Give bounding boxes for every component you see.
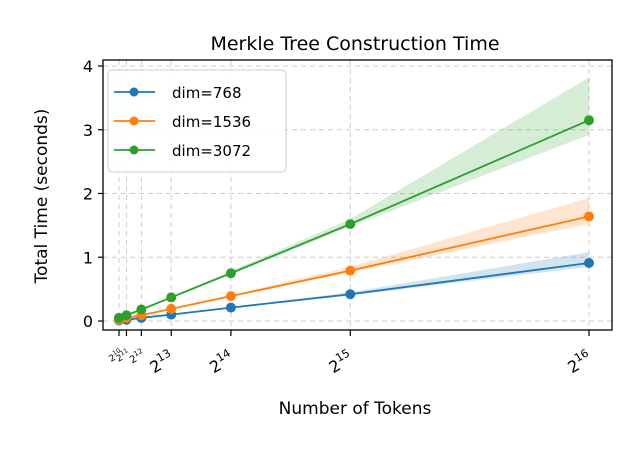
y-tick-label: 2: [83, 185, 93, 204]
data-point: [225, 291, 236, 302]
y-axis-ticks: 0 1 2 3 4: [83, 57, 103, 331]
series-lines: [114, 115, 594, 326]
y-axis-label: Total Time (seconds): [32, 109, 52, 285]
data-point: [584, 211, 594, 222]
x-tick-label: 213: [145, 347, 177, 378]
legend-label: dim=1536: [172, 113, 251, 131]
data-point: [345, 265, 356, 276]
x-tick-label: 215: [325, 347, 357, 378]
x-tick-label: 214: [205, 347, 237, 378]
y-tick-label: 1: [83, 248, 93, 267]
legend-label: dim=3072: [172, 142, 251, 160]
data-point: [584, 115, 594, 126]
data-point: [166, 303, 177, 314]
data-point: [136, 304, 147, 315]
data-point: [225, 268, 236, 279]
legend-item: dim=3072: [114, 142, 251, 160]
y-tick-label: 0: [83, 312, 93, 331]
data-point: [345, 219, 356, 230]
x-tick-label: 211: [114, 347, 132, 364]
confidence-band: [119, 197, 589, 321]
y-tick-label: 3: [83, 121, 93, 140]
data-point: [166, 292, 177, 303]
x-tick-label: 210: [107, 347, 125, 364]
series-dim=3072: [114, 115, 594, 323]
data-point: [121, 310, 132, 321]
data-point: [225, 302, 236, 313]
x-tick-label: 212: [127, 347, 147, 366]
data-point: [345, 289, 356, 300]
plot-frame: [102, 59, 613, 331]
confidence-band: [119, 252, 589, 321]
x-axis-label: Number of Tokens: [279, 399, 432, 419]
chart-title: Merkle Tree Construction Time: [210, 33, 499, 55]
y-tick-label: 4: [83, 57, 93, 76]
legend-item: dim=1536: [114, 113, 251, 131]
legend: dim=768 dim=1536 dim=3072: [107, 69, 287, 173]
x-tick-label: 216: [563, 347, 595, 378]
legend-box: [107, 69, 287, 173]
legend-label: dim=768: [172, 84, 242, 102]
legend-item: dim=768: [114, 84, 242, 102]
data-point: [584, 257, 594, 268]
